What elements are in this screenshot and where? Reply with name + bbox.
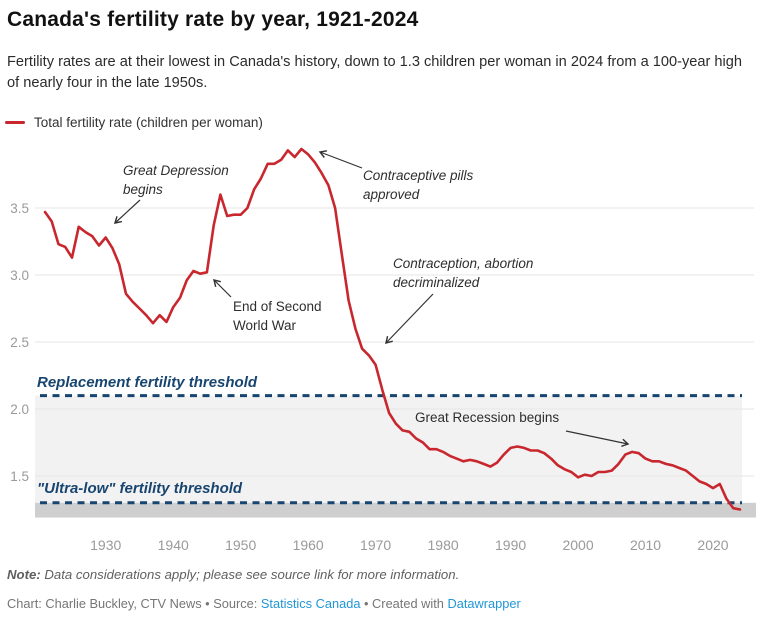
note-label: Note: xyxy=(7,567,41,582)
legend-label: Total fertility rate (children per woman… xyxy=(34,115,263,130)
credit-line: Chart: Charlie Buckley, CTV News • Sourc… xyxy=(7,596,521,611)
x-tick-label: 1980 xyxy=(428,537,459,553)
y-tick-label: 1.5 xyxy=(10,469,29,484)
source-link[interactable]: Statistics Canada xyxy=(260,596,361,611)
annotation-end-ww2: End of Second World War xyxy=(233,299,322,333)
x-tick-label: 1960 xyxy=(293,537,324,553)
y-tick-label: 2.0 xyxy=(10,402,29,417)
arrow-great-depression xyxy=(115,199,141,223)
arrow-great-recession xyxy=(565,430,628,444)
x-tick-label: 2020 xyxy=(697,537,728,553)
x-tick-label: 2010 xyxy=(630,537,661,553)
x-tick-label: 1950 xyxy=(225,537,256,553)
x-tick-label: 1990 xyxy=(495,537,526,553)
annotation-decriminalized: Contraception, abortion decriminalized xyxy=(393,256,534,290)
y-tick-label: 3.0 xyxy=(10,268,29,283)
note-text: Data considerations apply; please see so… xyxy=(40,567,460,582)
annotation-contraceptive-pills: Contraceptive pills approved xyxy=(363,168,474,202)
band-below-ultra-low xyxy=(35,502,756,518)
ultra-low-threshold-label: "Ultra-low" fertility threshold xyxy=(37,480,243,497)
replacement-threshold-label: Replacement fertility threshold xyxy=(37,374,258,391)
datawrapper-link[interactable]: Datawrapper xyxy=(447,596,521,611)
annotation-great-recession: Great Recession begins xyxy=(415,410,560,425)
legend: Total fertility rate (children per woman… xyxy=(5,115,263,130)
x-tick-label: 1970 xyxy=(360,537,391,553)
annotation-great-depression: Great Depression begins xyxy=(123,163,229,197)
x-tick-label: 1940 xyxy=(158,537,189,553)
line-swatch-icon xyxy=(5,120,25,125)
credit-middle: • Created with xyxy=(360,596,448,611)
credit-prefix: Chart: Charlie Buckley, CTV News • Sourc… xyxy=(7,596,261,611)
arrow-end-ww2 xyxy=(214,280,232,298)
page-title: Canada's fertility rate by year, 1921-20… xyxy=(7,8,419,31)
y-tick-label: 2.5 xyxy=(10,335,29,350)
y-tick-label: 3.5 xyxy=(10,201,29,216)
arrow-decriminalized xyxy=(386,293,434,343)
note-line: Note: Data considerations apply; please … xyxy=(7,567,459,582)
x-tick-label: 2000 xyxy=(562,537,593,553)
x-tick-label: 1930 xyxy=(90,537,121,553)
chart-subtitle: Fertility rates are at their lowest in C… xyxy=(7,54,743,92)
fertility-rate-line xyxy=(43,147,742,511)
arrow-contraceptive-pills xyxy=(320,152,363,169)
